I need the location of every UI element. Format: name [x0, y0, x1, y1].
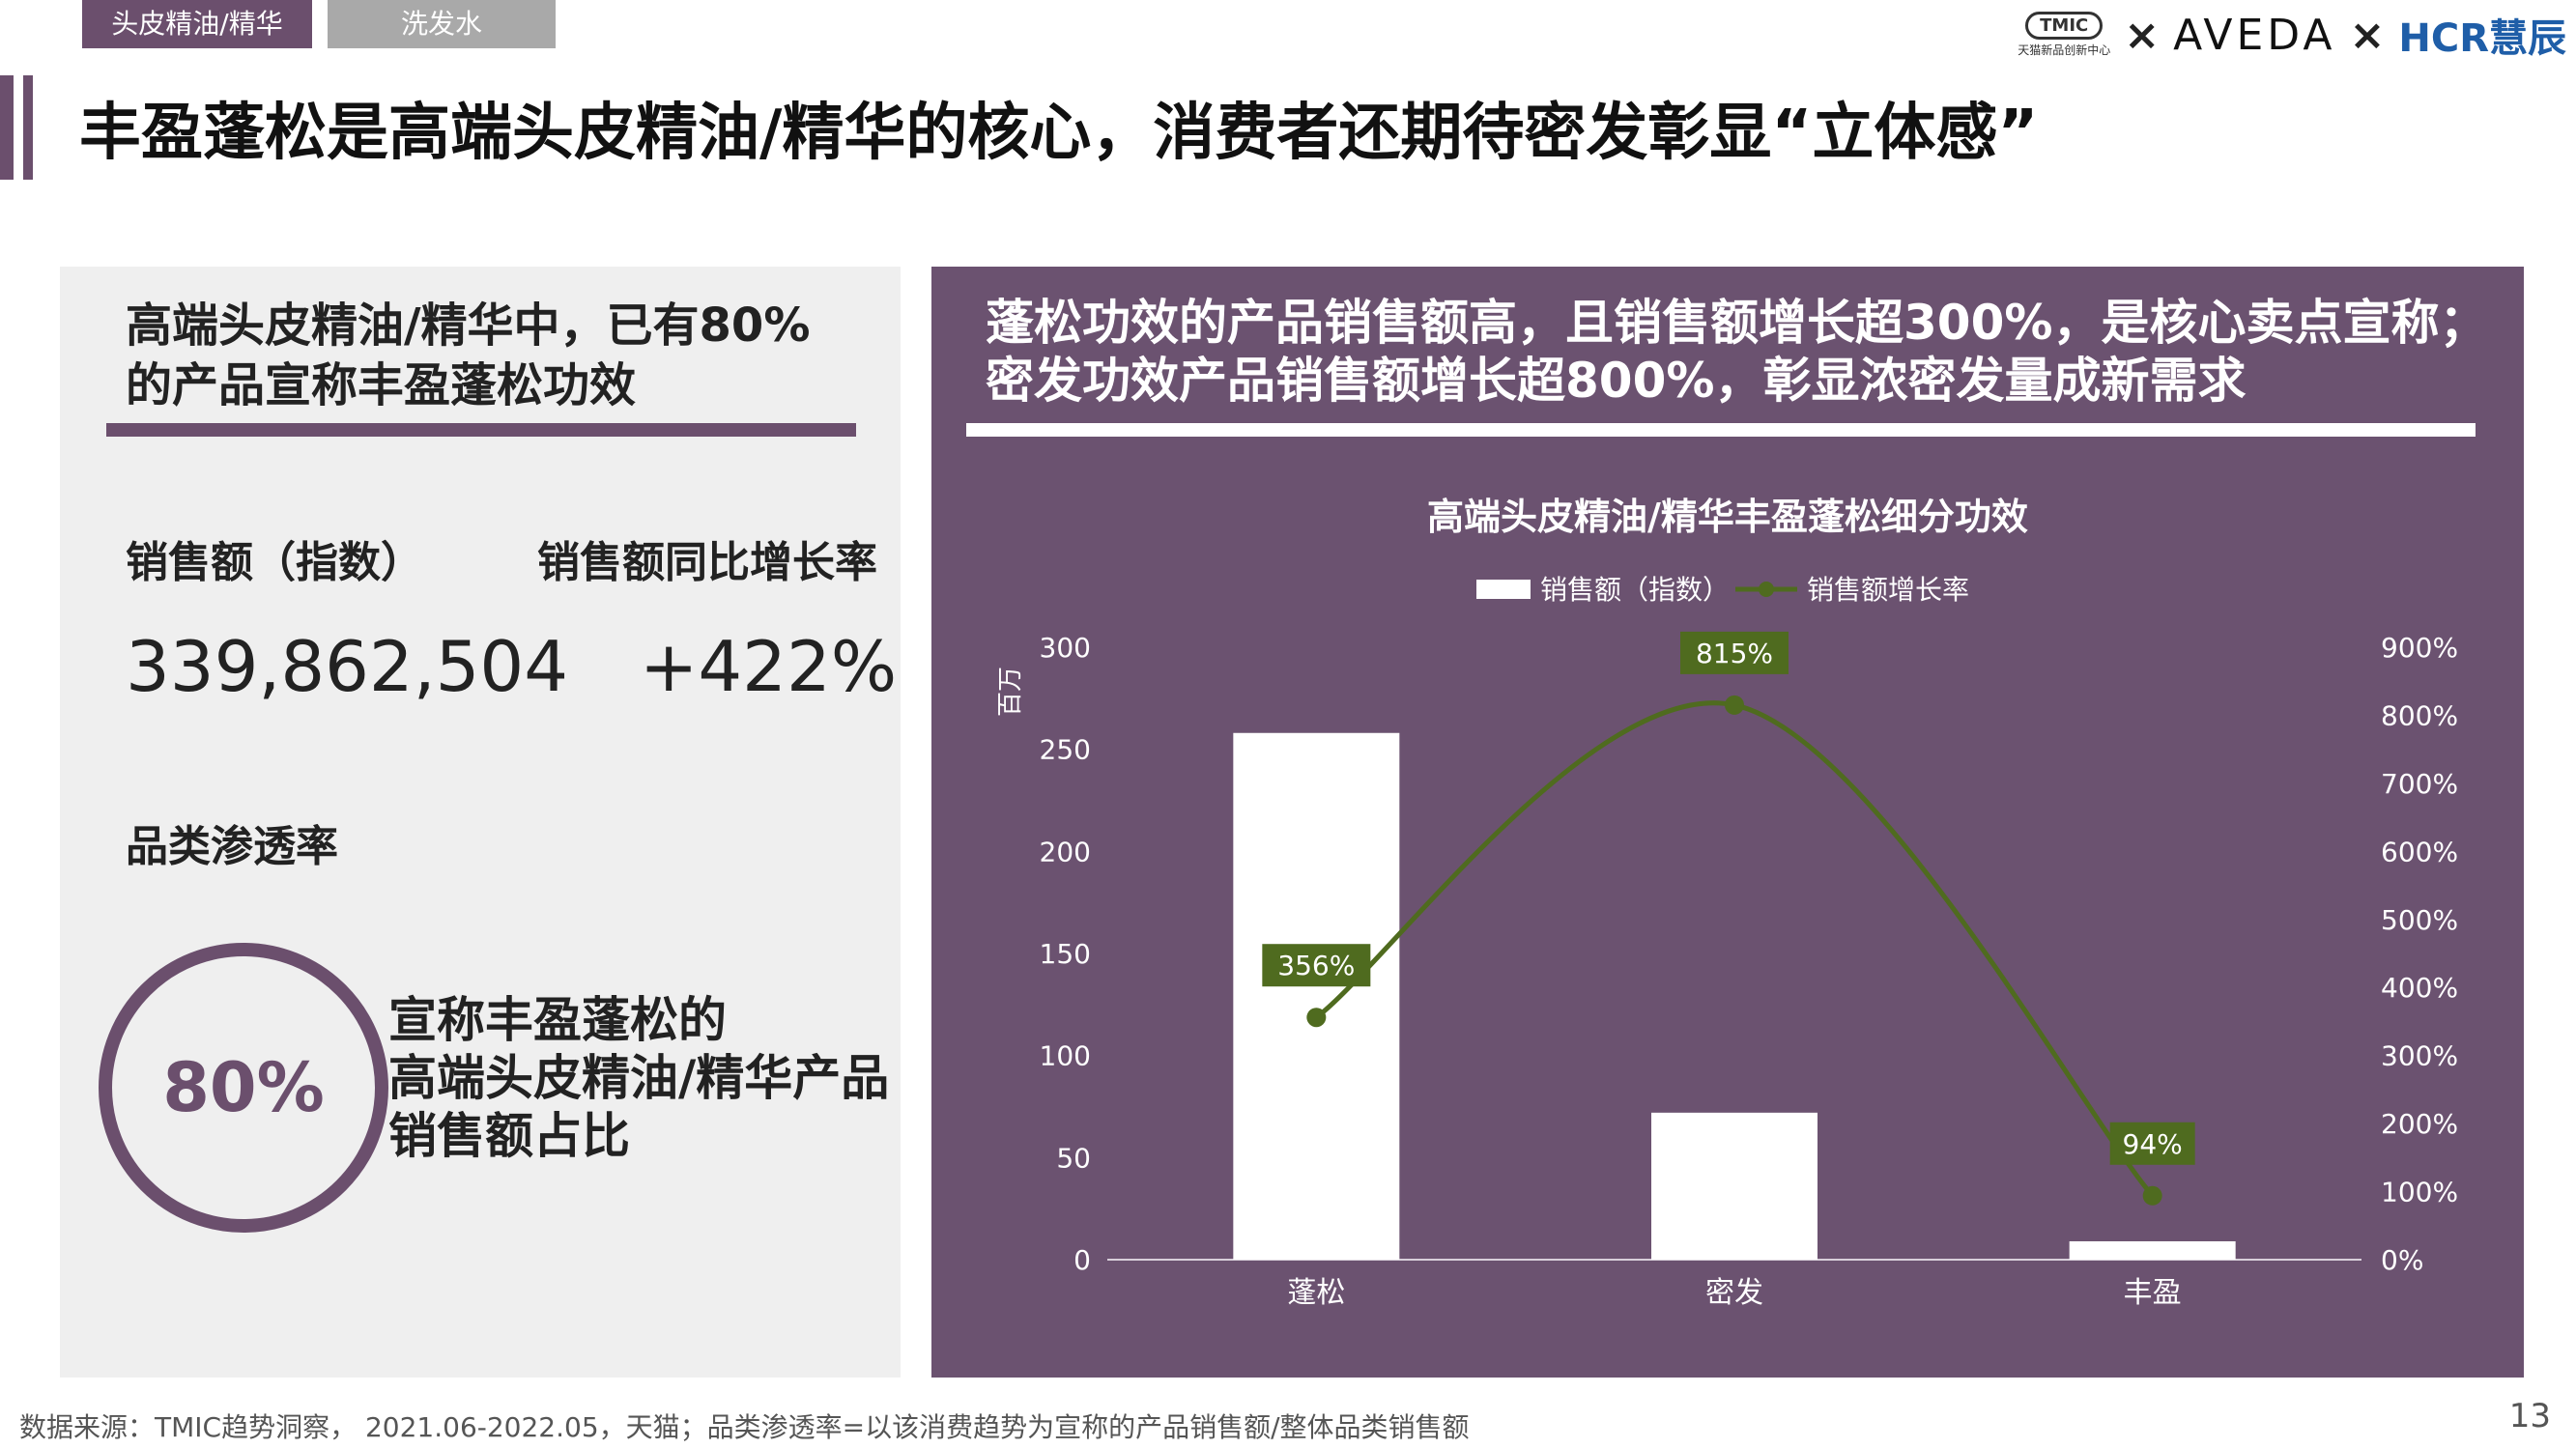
y-right-tick-label: 100%	[2381, 1177, 2458, 1208]
right-headline-line1: 蓬松功效的产品销售额高，且销售额增长超300%，是核心卖点宣称；	[986, 295, 2488, 351]
ring-caption-line1: 宣称丰盈蓬松的	[388, 992, 727, 1048]
ring-caption: 宣称丰盈蓬松的 高端头皮精油/精华产品 销售额占比	[388, 991, 889, 1165]
growth-label: 销售额同比增长率	[537, 538, 877, 587]
y-right-tick-label: 800%	[2381, 699, 2458, 731]
left-headline-underline	[106, 423, 856, 437]
penetration-label: 品类渗透率	[126, 822, 338, 871]
growth-point	[2142, 1185, 2162, 1206]
y-right-tick-label: 300%	[2381, 1040, 2458, 1072]
times-icon: ×	[2349, 10, 2386, 60]
combo-chart: 高端头皮精油/精华丰盈蓬松细分功效 销售额（指数） 销售额增长率 百万 0 50 1…	[996, 496, 2458, 1310]
y-left-tick-label: 200	[1040, 836, 1091, 867]
data-label-box	[2109, 1122, 2195, 1165]
y-left-tick-label: 0	[1073, 1244, 1091, 1276]
y-left-axis: 0 50 100 150 200 250 300	[1040, 632, 1091, 1276]
y-right-tick-label: 0%	[2381, 1244, 2423, 1276]
bar-蓬松	[1233, 732, 1400, 1260]
ring-value: 80%	[162, 1048, 325, 1127]
x-tick-label: 密发	[1705, 1276, 1763, 1310]
tmic-subtitle: 天猫新品创新中心	[2018, 43, 2111, 57]
sales-label: 销售额（指数）	[126, 538, 423, 587]
y-right-tick-label: 400%	[2381, 972, 2458, 1004]
hcr-logo: HCR慧辰	[2398, 16, 2566, 61]
right-headline-line2: 密发功效产品销售额增长超800%，彰显浓密发量成新需求	[986, 353, 2247, 409]
tmic-mark: TMIC	[2025, 12, 2104, 40]
data-label: 356%	[1277, 950, 1355, 981]
y-left-tick-label: 100	[1040, 1040, 1091, 1072]
aveda-logo: AVEDA	[2173, 10, 2336, 60]
y-left-tick-label: 250	[1040, 734, 1091, 766]
legend-bar-label: 销售额（指数）	[1540, 574, 1730, 606]
right-panel: 蓬松功效的产品销售额高，且销售额增长超300%，是核心卖点宣称； 密发功效产品销…	[931, 267, 2524, 1378]
times-icon: ×	[2124, 10, 2161, 60]
right-headline-underline	[966, 423, 2476, 437]
growth-value: +422%	[640, 626, 898, 707]
page-number: 13	[2508, 1397, 2551, 1435]
legend-line-label: 销售额增长率	[1807, 574, 1969, 606]
data-label: 94%	[2123, 1128, 2183, 1160]
ring-caption-line2: 高端头皮精油/精华产品	[388, 1050, 890, 1106]
x-axis: 蓬松 密发 丰盈	[1287, 1276, 2181, 1310]
y-right-tick-label: 600%	[2381, 836, 2458, 867]
data-label-box	[1262, 944, 1371, 987]
growth-point	[1306, 1008, 1327, 1028]
tab-shampoo[interactable]: 洗发水	[328, 0, 556, 48]
page-title: 丰盈蓬松是高端头皮精油/精华的核心，消费者还期待密发彰显“立体感”	[79, 98, 2039, 169]
partner-logos: TMIC 天猫新品创新中心 × AVEDA × HCR慧辰	[2018, 8, 2566, 62]
tab-scalp-essence[interactable]: 头皮精油/精华	[82, 0, 312, 48]
y-right-tick-label: 200%	[2381, 1108, 2458, 1140]
left-panel: 高端头皮精油/精华中，已有80% 的产品宣称丰盈蓬松功效 销售额（指数） 销售额…	[60, 267, 901, 1378]
y-right-axis: 0% 100% 200% 300% 400% 500% 600% 700% 800% 900%	[2381, 632, 2458, 1276]
footnote: 数据来源：TMIC趋势洞察， 2021.06-2022.05，天猫；品类渗透率=…	[19, 1411, 1470, 1443]
left-headline-line2: 的产品宣称丰盈蓬松功效	[126, 358, 637, 412]
x-tick-label: 丰盈	[2124, 1276, 2182, 1310]
legend-bar-swatch	[1476, 580, 1531, 599]
x-tick-label: 蓬松	[1287, 1276, 1345, 1310]
chart-title: 高端头皮精油/精华丰盈蓬松细分功效	[1427, 496, 2028, 538]
y-right-tick-label: 500%	[2381, 904, 2458, 936]
bar-丰盈	[2069, 1240, 2236, 1260]
bar-series	[1233, 732, 2236, 1260]
growth-point	[1725, 695, 1744, 715]
y-left-tick-label: 50	[1056, 1142, 1091, 1174]
data-label: 815%	[1696, 638, 1773, 669]
y-left-tick-label: 300	[1040, 632, 1091, 664]
tmic-logo: TMIC 天猫新品创新中心	[2018, 12, 2110, 58]
sales-value: 339,862,504	[126, 626, 569, 707]
y-left-unit-label: 百万	[996, 667, 1025, 717]
legend-line-marker	[1759, 582, 1774, 597]
right-headline: 蓬松功效的产品销售额高，且销售额增长超300%，是核心卖点宣称； 密发功效产品销…	[986, 294, 2487, 410]
ring-caption-line3: 销售额占比	[388, 1108, 630, 1164]
penetration-ring: 80%	[99, 943, 388, 1233]
y-right-tick-label: 900%	[2381, 632, 2458, 664]
y-right-tick-label: 700%	[2381, 768, 2458, 800]
left-headline-line1: 高端头皮精油/精华中，已有80%	[126, 298, 811, 353]
y-left-tick-label: 150	[1040, 938, 1091, 970]
data-label-box	[1680, 631, 1789, 674]
left-headline: 高端头皮精油/精华中，已有80% 的产品宣称丰盈蓬松功效	[126, 296, 860, 415]
bar-密发	[1651, 1112, 1818, 1260]
chart-legend: 销售额（指数） 销售额增长率	[1476, 574, 1969, 606]
growth-points: 356% 815% 94%	[1262, 631, 2195, 1206]
